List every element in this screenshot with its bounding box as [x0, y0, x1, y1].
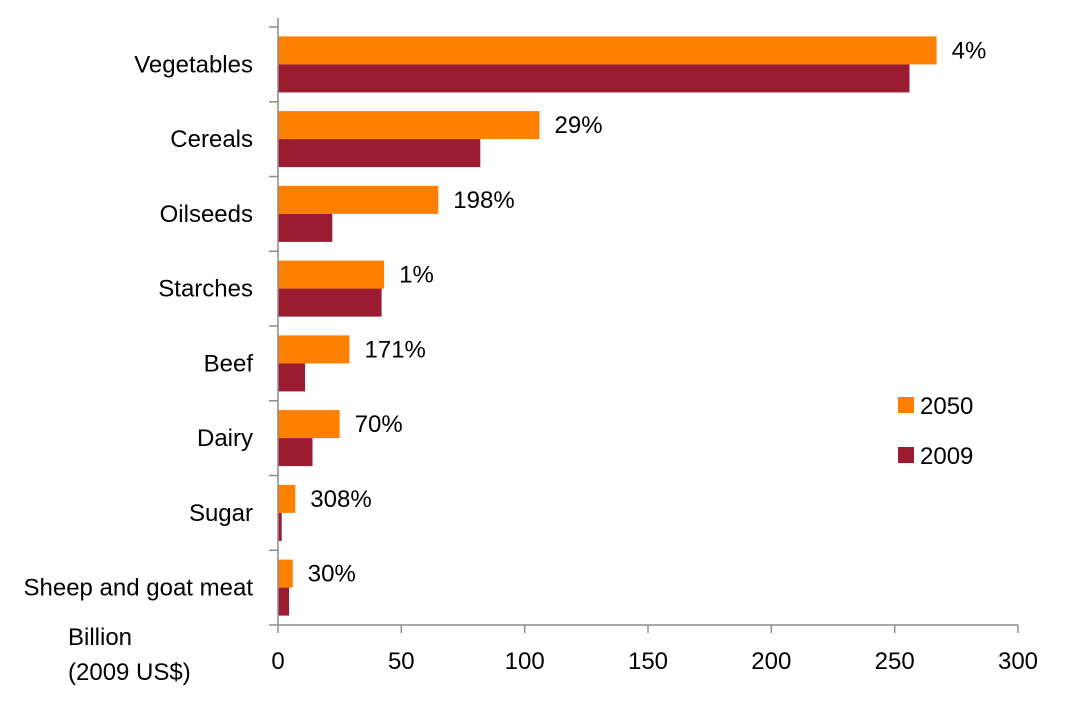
bar-2050-dairy	[278, 410, 340, 439]
data-label-dairy: 70%	[355, 411, 403, 438]
legend: 2050 2009	[898, 393, 973, 470]
category-label-sugar: Sugar	[189, 500, 253, 527]
x-tick-label-200: 200	[751, 648, 791, 675]
data-label-vegetables: 4%	[952, 37, 987, 64]
data-label-oilseeds: 198%	[453, 187, 514, 214]
x-axis-title-line2: (2009 US$)	[68, 659, 191, 686]
category-label-oilseeds: Oilseeds	[160, 201, 253, 228]
bar-2009-vegetables	[278, 64, 910, 93]
x-axis-tick-labels: 0 50 100 150 200 250 300	[271, 648, 1038, 675]
category-labels: Vegetables Cereals Oilseeds Starches Beef Dai…	[23, 51, 253, 601]
bar-2009-sugar	[278, 512, 282, 541]
bar-2050-sugar	[278, 484, 296, 513]
x-axis-title-line1: Billion	[68, 624, 132, 651]
category-ticks	[269, 26, 278, 626]
bar-2050-vegetables	[278, 36, 937, 65]
x-axis-ticks	[277, 625, 1019, 633]
legend-label-2009: 2009	[920, 443, 973, 470]
x-tick-label-100: 100	[505, 648, 545, 675]
data-label-sheep-and-goat-meat: 30%	[308, 561, 356, 588]
bar-2009-starches	[278, 288, 382, 317]
category-label-cereals: Cereals	[170, 126, 253, 153]
bar-2009-beef	[278, 363, 306, 392]
data-label-sugar: 308%	[310, 486, 371, 513]
x-tick-label-150: 150	[628, 648, 668, 675]
category-label-starches: Starches	[158, 276, 253, 303]
x-tick-label-250: 250	[875, 648, 915, 675]
data-label-starches: 1%	[399, 262, 434, 289]
bar-2009-dairy	[278, 438, 313, 467]
bar-2050-starches	[278, 260, 385, 289]
legend-label-2050: 2050	[920, 393, 973, 420]
data-label-beef: 171%	[365, 336, 426, 363]
category-label-sheep-and-goat-meat: Sheep and goat meat	[23, 575, 253, 602]
x-tick-label-0: 0	[271, 648, 284, 675]
series-2009-bars	[278, 64, 910, 616]
bar-2009-cereals	[278, 139, 481, 168]
axes	[277, 18, 1018, 626]
series-2050-bars	[278, 36, 937, 588]
bar-2050-cereals	[278, 111, 540, 140]
legend-swatch-2050	[898, 397, 914, 413]
legend-swatch-2009	[898, 447, 914, 463]
category-label-dairy: Dairy	[197, 425, 253, 452]
bar-2050-beef	[278, 335, 350, 364]
x-tick-label-50: 50	[388, 648, 415, 675]
bar-2050-sheep-and-goat-meat	[278, 559, 293, 588]
data-labels: 4% 29% 198% 1% 171% 70% 308% 30%	[308, 37, 986, 587]
category-label-beef: Beef	[204, 350, 254, 377]
x-axis-title: Billion (2009 US$)	[68, 624, 191, 686]
bar-2050-oilseeds	[278, 185, 439, 214]
data-label-cereals: 29%	[555, 112, 603, 139]
bar-2009-oilseeds	[278, 213, 333, 242]
category-label-vegetables: Vegetables	[134, 51, 253, 78]
bar-2009-sheep-and-goat-meat	[278, 587, 290, 616]
x-tick-label-300: 300	[998, 648, 1038, 675]
